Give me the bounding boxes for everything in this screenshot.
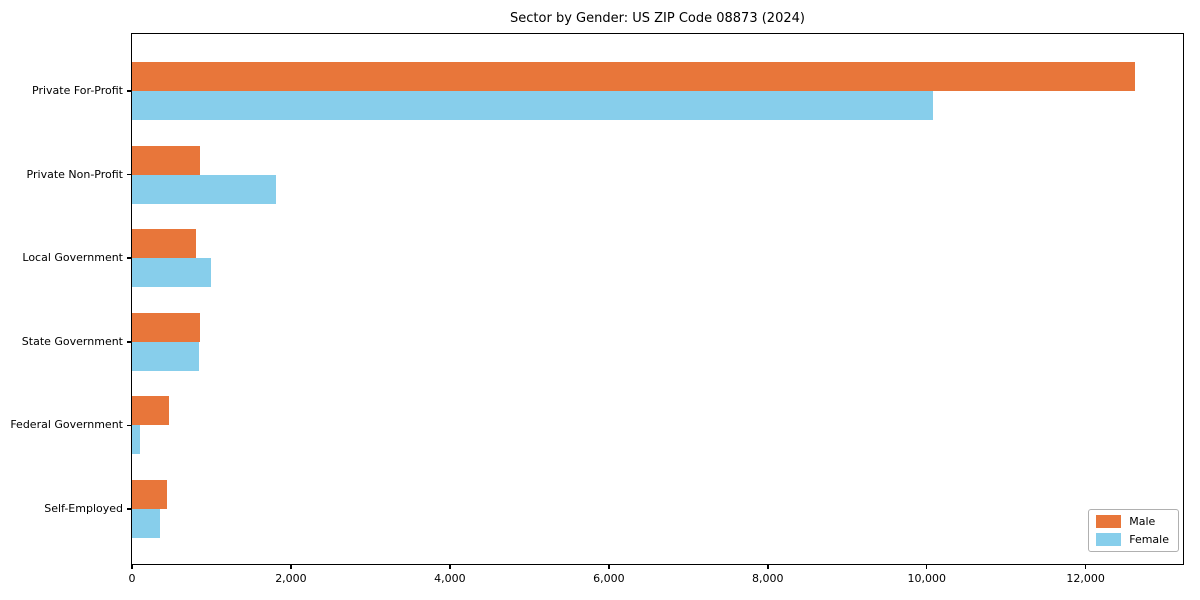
y-tick-label-private-for-profit: Private For-Profit bbox=[32, 84, 123, 97]
y-tick-label-self-employed: Self-Employed bbox=[44, 502, 123, 515]
bar-female-private-non-profit bbox=[132, 174, 277, 204]
bar-group-private-for-profit bbox=[132, 62, 1183, 120]
x-tick-label-6000: 6,000 bbox=[593, 572, 625, 585]
bar-group-federal-government bbox=[132, 396, 1183, 455]
bar-male-self-employed bbox=[132, 480, 167, 509]
bar-female-private-for-profit bbox=[132, 91, 934, 120]
x-tick-label-2000: 2,000 bbox=[275, 572, 307, 585]
legend-swatch-male bbox=[1096, 515, 1122, 528]
legend-label-female: Female bbox=[1129, 533, 1169, 546]
y-tick-mark bbox=[127, 257, 132, 259]
bar-female-federal-government bbox=[132, 425, 140, 455]
x-tick-mark bbox=[131, 564, 133, 569]
x-tick-mark bbox=[1084, 564, 1087, 569]
legend-item-male: Male bbox=[1096, 515, 1169, 528]
legend: Male Female bbox=[1088, 509, 1179, 552]
bar-female-self-employed bbox=[132, 509, 160, 538]
y-tick-mark bbox=[127, 341, 132, 343]
legend-swatch-female bbox=[1096, 533, 1122, 546]
bar-male-private-non-profit bbox=[132, 145, 201, 175]
bar-female-local-government bbox=[132, 258, 212, 288]
bar-male-state-government bbox=[132, 312, 201, 342]
x-tick-mark bbox=[608, 564, 610, 569]
bar-group-self-employed bbox=[132, 480, 1183, 538]
plot-area: Male Female Private For-Profit Private Non… bbox=[10, 33, 1184, 585]
bar-female-state-government bbox=[132, 341, 200, 371]
x-tick-mark bbox=[449, 564, 451, 569]
x-tick-label-10000: 10,000 bbox=[907, 572, 946, 585]
bar-male-federal-government bbox=[132, 396, 170, 426]
y-tick-mark bbox=[127, 173, 132, 176]
y-tick-label-private-non-profit: Private Non-Profit bbox=[26, 167, 123, 181]
x-tick-mark bbox=[290, 564, 292, 569]
legend-item-female: Female bbox=[1096, 533, 1169, 546]
x-tick-mark bbox=[767, 564, 769, 569]
x-tick-mark bbox=[925, 564, 928, 569]
y-tick-mark bbox=[127, 424, 132, 427]
y-tick-label-state-government: State Government bbox=[21, 334, 123, 348]
y-tick-mark bbox=[127, 508, 132, 510]
x-tick-label-0: 0 bbox=[128, 572, 136, 585]
y-tick-label-local-government: Local Government bbox=[22, 251, 123, 265]
bar-group-state-government bbox=[132, 312, 1183, 371]
bar-group-local-government bbox=[132, 229, 1183, 288]
y-tick-mark bbox=[127, 90, 132, 92]
x-tick-label-8000: 8,000 bbox=[752, 572, 784, 585]
legend-label-male: Male bbox=[1129, 515, 1156, 528]
x-tick-label-4000: 4,000 bbox=[434, 572, 466, 585]
x-tick-label-12000: 12,000 bbox=[1066, 572, 1105, 585]
y-tick-label-federal-government: Federal Government bbox=[10, 418, 123, 432]
bar-male-local-government bbox=[132, 229, 197, 259]
chart-title: Sector by Gender: US ZIP Code 08873 (202… bbox=[510, 11, 805, 26]
bar-group-private-non-profit bbox=[132, 145, 1183, 204]
bar-male-private-for-profit bbox=[132, 62, 1136, 91]
